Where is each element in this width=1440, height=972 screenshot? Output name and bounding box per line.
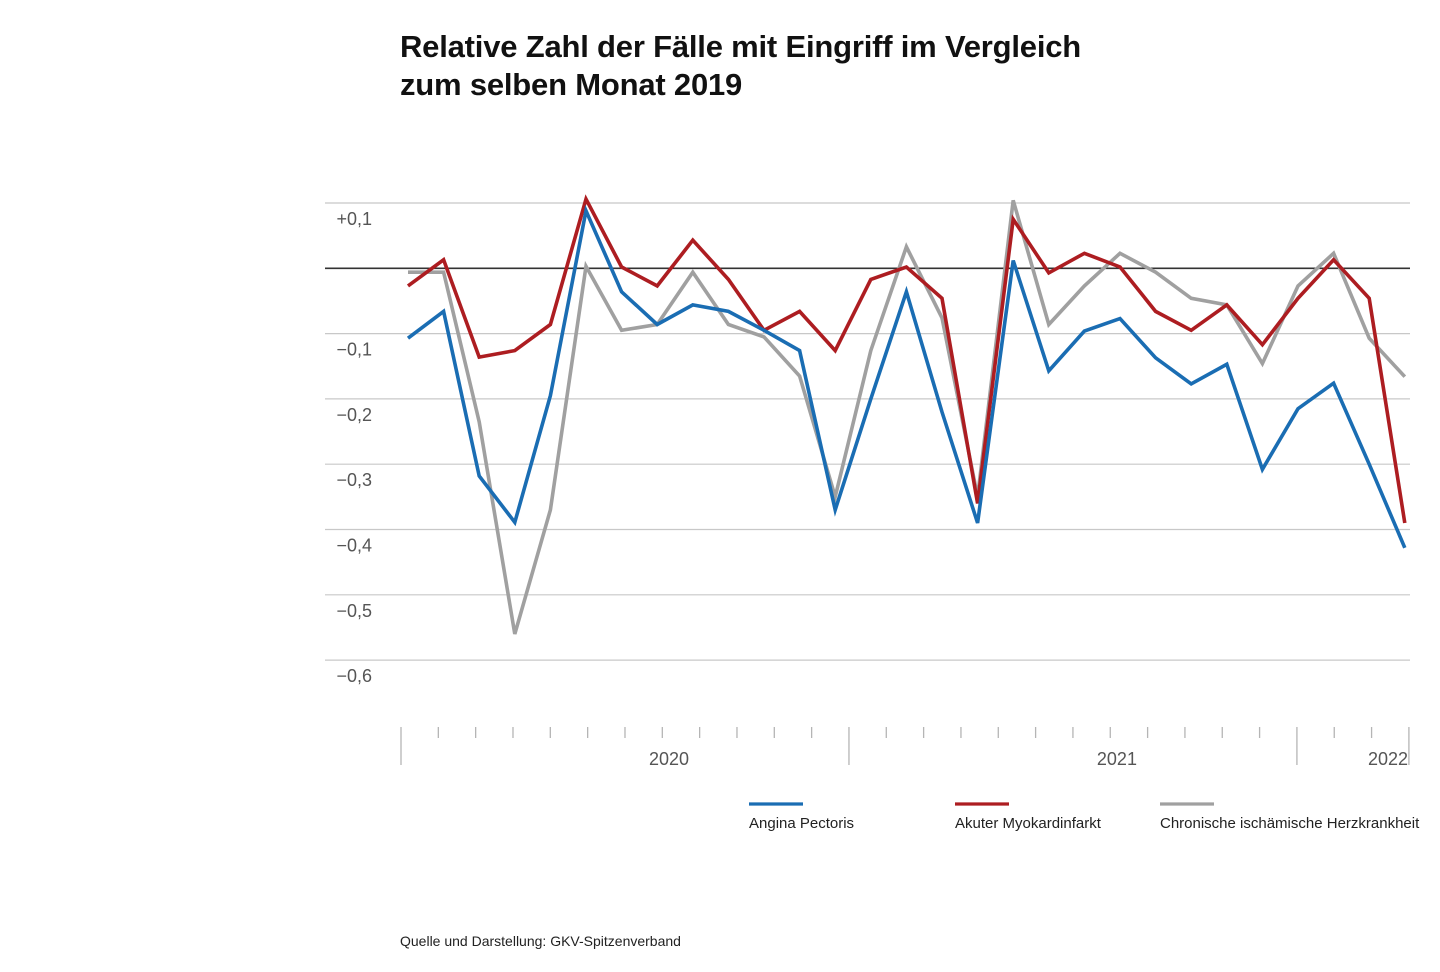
legend-label: Akuter Myokardinfarkt bbox=[955, 815, 1102, 832]
series-line-angina-pectoris bbox=[406, 204, 1407, 549]
chart-title-line-2: zum selben Monat 2019 bbox=[400, 67, 743, 102]
y-axis: +0,1 −0,1 −0,2 −0,3 −0,4 −0,5 −0,6 bbox=[336, 209, 372, 686]
series-line-akuter-myokardinfarkt bbox=[406, 194, 1407, 524]
legend-label: Angina Pectoris bbox=[749, 815, 854, 832]
y-tick-label: −0,4 bbox=[336, 536, 372, 556]
series-line-chronische-isch-mische-herzkrankheit bbox=[408, 199, 1407, 635]
chart-title-line-1: Relative Zahl der Fälle mit Eingriff im … bbox=[400, 29, 1082, 64]
source-note: Quelle und Darstellung: GKV-Spitzenverba… bbox=[400, 933, 681, 949]
gridlines bbox=[325, 202, 1410, 661]
y-tick-label: −0,5 bbox=[336, 601, 372, 621]
x-year-label: 2020 bbox=[649, 749, 689, 769]
y-tick-label: −0,6 bbox=[336, 666, 372, 686]
legend: Angina Pectoris Akuter Myokardinfarkt Chro… bbox=[749, 802, 1420, 832]
series-lines bbox=[406, 194, 1407, 635]
chart-title: Relative Zahl der Fälle mit Eingriff im … bbox=[400, 28, 1360, 104]
x-year-label: 2022 bbox=[1368, 749, 1408, 769]
x-year-label: 2021 bbox=[1097, 749, 1137, 769]
y-tick-label: −0,1 bbox=[336, 340, 372, 360]
x-axis: 2020 2021 2022 bbox=[400, 727, 1410, 769]
y-tick-label: −0,3 bbox=[336, 470, 372, 490]
legend-label: Chronische ischämische Herzkrankheit bbox=[1160, 815, 1420, 832]
y-tick-label: +0,1 bbox=[336, 209, 372, 229]
y-tick-label: −0,2 bbox=[336, 405, 372, 425]
